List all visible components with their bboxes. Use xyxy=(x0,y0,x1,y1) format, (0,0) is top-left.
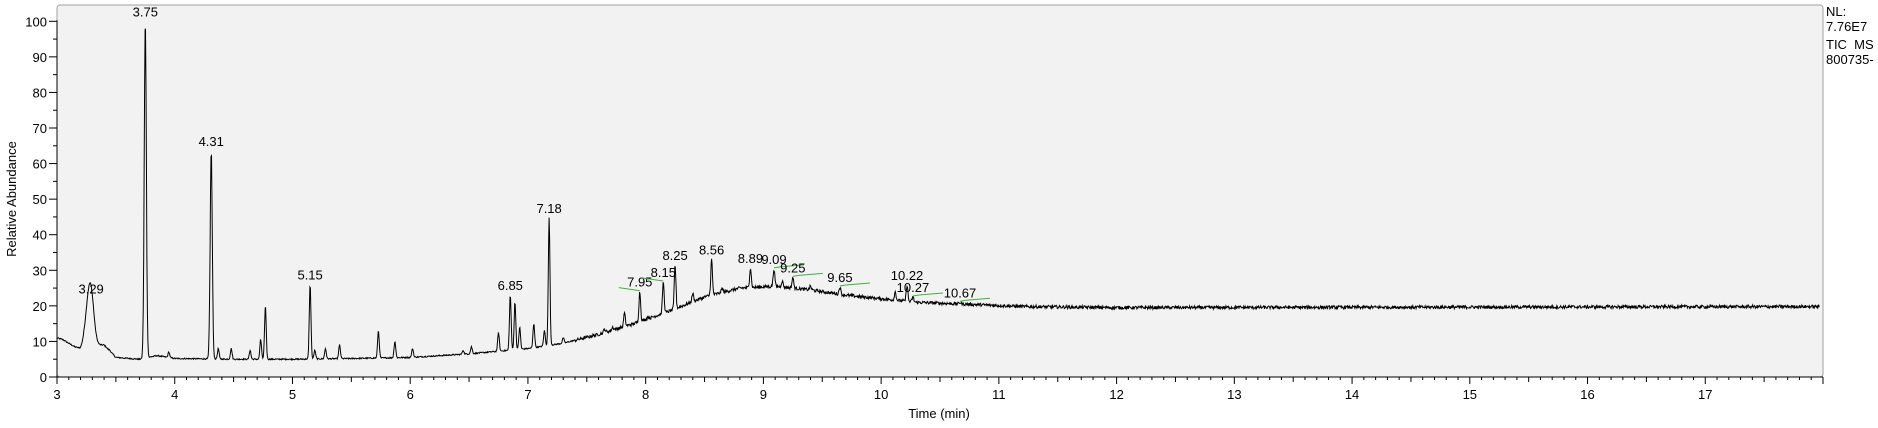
peak-label: 10.67 xyxy=(944,285,977,300)
peak-annotation-line xyxy=(839,284,847,287)
peak-annotation-line xyxy=(798,272,823,276)
x-tick-label: 6 xyxy=(407,387,414,402)
x-tick-label: 11 xyxy=(992,387,1006,402)
peak-annotation-line xyxy=(642,277,664,282)
peak-label: 9.25 xyxy=(780,260,805,275)
peak-annotation-line xyxy=(965,297,991,301)
peak-annotation-line xyxy=(918,292,943,296)
peak-annotation-line xyxy=(912,294,920,297)
peak-label: 8.89 xyxy=(738,251,763,266)
peak-label: 7.18 xyxy=(536,201,561,216)
plot-area xyxy=(56,4,1824,378)
y-tick-label: 80 xyxy=(33,85,47,100)
peak-annotation-line xyxy=(779,264,805,268)
peak-annotation-line xyxy=(959,299,967,302)
normalization-level-value: 7.76E7 xyxy=(1826,19,1868,34)
peak-annotation-line xyxy=(845,282,870,286)
y-tick-label: 20 xyxy=(33,299,47,314)
x-tick-label: 9 xyxy=(760,387,767,402)
y-tick-label: 70 xyxy=(33,121,47,136)
x-axis: 3 4 5 6 7 8 9 10 11 12 13 14 15 16 17 xyxy=(53,376,1824,402)
peak-label: 4.31 xyxy=(199,134,224,149)
x-tick-label: 12 xyxy=(1109,387,1123,402)
peak-annotations: 3.29 3.75 4.31 5.15 6.85 7.18 7.958.15 8.25 8.56… xyxy=(78,4,991,302)
y-axis: 0 10 20 30 40 50 60 70 80 90 100 xyxy=(25,14,58,385)
y-tick-label: 30 xyxy=(33,263,47,278)
y-tick-label: 50 xyxy=(33,192,47,207)
x-tick-label: 7 xyxy=(524,387,531,402)
file-name: 800735- xyxy=(1826,52,1874,67)
peak-label: 8.15 xyxy=(651,265,676,280)
y-tick-label: 0 xyxy=(40,370,47,385)
y-tick-label: 100 xyxy=(25,14,47,29)
peak-annotation-line xyxy=(792,274,799,277)
y-axis-label: Relative Abundance xyxy=(4,141,19,257)
x-tick-label: 17 xyxy=(1698,387,1712,402)
peak-label: 7.95 xyxy=(627,275,652,290)
y-tick-label: 90 xyxy=(33,50,47,65)
x-tick-label: 8 xyxy=(642,387,649,402)
x-tick-label: 4 xyxy=(171,387,178,402)
peak-label: 9.65 xyxy=(827,270,852,285)
peak-annotation-line xyxy=(773,266,781,269)
x-axis-label: Time (min) xyxy=(908,406,970,421)
x-tick-label: 16 xyxy=(1580,387,1594,402)
x-tick-label: 14 xyxy=(1345,387,1359,402)
y-tick-label: 60 xyxy=(33,157,47,172)
normalization-level-label: NL: xyxy=(1826,4,1847,19)
scan-filter: TIC MS xyxy=(1826,37,1874,52)
x-tick-label: 13 xyxy=(1227,387,1241,402)
peak-annotation-line xyxy=(618,287,640,292)
x-tick-label: 3 xyxy=(53,387,60,402)
peak-label: 3.29 xyxy=(78,282,103,297)
y-tick-label: 40 xyxy=(33,228,47,243)
peak-label: 6.85 xyxy=(498,278,523,293)
y-tick-label: 10 xyxy=(33,334,47,349)
peak-label: 8.25 xyxy=(662,248,687,263)
x-tick-label: 5 xyxy=(289,387,296,402)
peak-label: 9.09 xyxy=(761,252,786,267)
peak-label: 8.56 xyxy=(699,243,724,258)
peak-label: 10.27 xyxy=(897,280,930,295)
tic-trace xyxy=(56,28,1820,361)
peak-label: 3.75 xyxy=(133,4,158,19)
peak-label: 5.15 xyxy=(297,268,322,283)
x-tick-label: 10 xyxy=(874,387,888,402)
x-tick-label: 15 xyxy=(1463,387,1477,402)
peak-label: 10.22 xyxy=(891,268,924,283)
